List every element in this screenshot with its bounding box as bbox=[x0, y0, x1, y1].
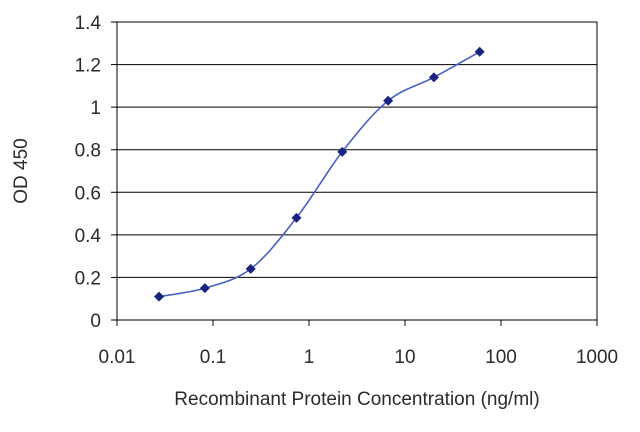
x-tick-label: 0.01 bbox=[99, 347, 136, 368]
x-axis-ticks: 0.01 0.1 1 10 100 1000 bbox=[99, 320, 618, 368]
y-tick-label: 1.2 bbox=[75, 56, 101, 77]
data-point-marker bbox=[291, 212, 302, 223]
plot-area-frame bbox=[116, 21, 598, 321]
y-axis-label: OD 450 bbox=[11, 138, 32, 203]
x-tick-label: 0.1 bbox=[200, 347, 226, 368]
series-line bbox=[158, 51, 481, 298]
series-markers bbox=[154, 46, 485, 302]
x-tick-label: 100 bbox=[485, 347, 517, 368]
data-point-marker bbox=[337, 146, 348, 157]
data-point-marker bbox=[383, 95, 394, 106]
y-tick-label: 0.6 bbox=[75, 183, 101, 204]
data-point-marker bbox=[428, 72, 439, 83]
x-tick-label: 1 bbox=[304, 347, 315, 368]
data-point-marker bbox=[245, 263, 256, 274]
y-tick-label: 0.4 bbox=[75, 226, 102, 247]
data-point-marker bbox=[474, 46, 485, 57]
x-tick-label: 10 bbox=[394, 347, 415, 368]
y-tick-label: 0.8 bbox=[75, 141, 101, 162]
y-tick-label: 0.2 bbox=[75, 268, 101, 289]
y-tick-label: 1.4 bbox=[75, 13, 102, 34]
data-point-marker bbox=[154, 291, 165, 302]
y-tick-label: 0 bbox=[90, 311, 101, 332]
data-point-marker bbox=[199, 283, 210, 294]
y-axis-ticks: 0 0.2 0.4 0.6 0.8 1 1.2 1.4 bbox=[75, 13, 117, 332]
x-tick-label: 1000 bbox=[576, 347, 618, 368]
gridlines bbox=[117, 64, 597, 278]
y-tick-label: 1 bbox=[90, 98, 101, 119]
x-axis-label: Recombinant Protein Concentration (ng/ml… bbox=[174, 389, 539, 410]
